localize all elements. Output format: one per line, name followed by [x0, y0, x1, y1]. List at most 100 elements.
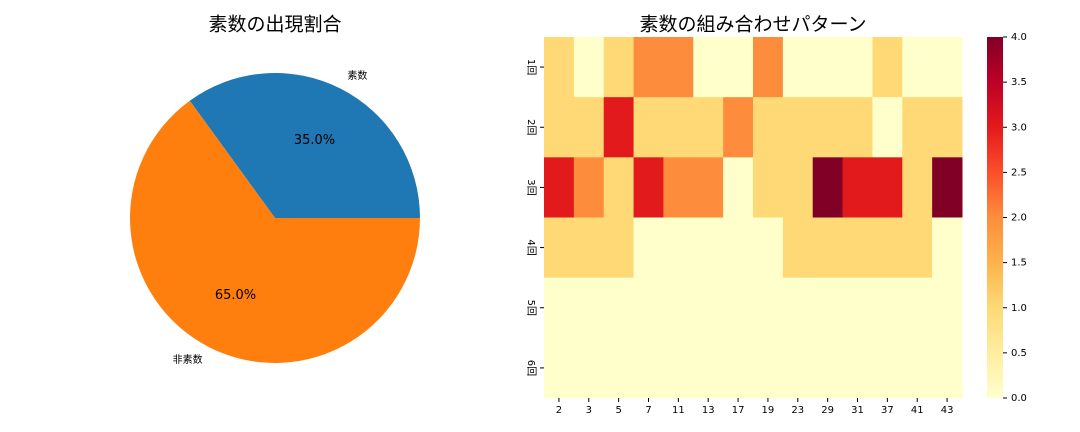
x-tick-label: 19	[762, 405, 775, 416]
heat-cell	[544, 97, 575, 158]
heat-cell	[932, 157, 963, 218]
heat-cell	[812, 97, 844, 158]
x-tick-label: 41	[911, 405, 924, 416]
heat-cell	[872, 217, 903, 279]
heat-cell	[753, 217, 784, 279]
heat-cell	[782, 37, 814, 98]
heat-cell	[753, 337, 784, 399]
heat-cell	[782, 217, 814, 279]
slice-label: 非素数	[173, 353, 203, 366]
heat-cell	[663, 37, 694, 98]
heat-cell	[633, 337, 664, 399]
slice-label: 素数	[347, 69, 367, 82]
heat-cell	[544, 37, 575, 98]
heat-cell	[932, 217, 963, 279]
x-tick-label: 37	[881, 405, 894, 416]
heat-cell	[902, 277, 933, 339]
heat-cell	[842, 277, 873, 339]
heat-cell	[902, 97, 933, 158]
y-tick-label: 3回	[525, 179, 537, 195]
x-tick-label: 17	[732, 405, 745, 416]
y-tick-label: 6回	[525, 360, 537, 376]
heat-cell	[753, 157, 784, 218]
colorbar-tick-label: 2.0	[1011, 213, 1027, 224]
heat-cell	[633, 97, 664, 158]
heat-cell	[753, 277, 784, 339]
x-tick-label: 3	[586, 405, 592, 416]
x-tick-label: 13	[702, 405, 715, 416]
heat-cell	[544, 157, 575, 218]
pie-slice	[129, 100, 421, 364]
heat-cell	[723, 157, 754, 218]
heat-cell	[723, 217, 754, 279]
colorbar-tick-label: 3.5	[1011, 77, 1027, 88]
heat-cell	[573, 157, 605, 218]
x-tick-label: 23	[791, 405, 804, 416]
colorbar	[987, 37, 1003, 398]
colorbar-tick-label: 2.5	[1011, 167, 1027, 178]
heat-cell	[842, 337, 873, 399]
x-tick-label: 7	[645, 405, 651, 416]
heat-cell	[663, 97, 694, 158]
heat-cell	[573, 37, 605, 98]
heat-cell	[603, 37, 635, 98]
heat-cell	[693, 337, 724, 399]
colorbar-tick-label: 1.5	[1011, 258, 1027, 269]
heat-cell	[544, 217, 575, 279]
heat-cell	[663, 217, 694, 279]
heat-cell	[753, 97, 784, 158]
heat-cell	[842, 157, 873, 218]
heat-cell	[693, 277, 724, 339]
heat-cell	[723, 337, 754, 399]
heat-cell	[633, 277, 664, 339]
heat-cell	[872, 337, 903, 399]
x-tick-label: 29	[821, 405, 834, 416]
heat-cell	[872, 277, 903, 339]
colorbar-tick-label: 3.0	[1011, 122, 1027, 133]
colorbar-tick-label: 0.0	[1011, 393, 1027, 404]
heat-cell	[663, 277, 694, 339]
heat-cell	[932, 277, 963, 339]
colorbar-tick-label: 0.5	[1011, 348, 1027, 359]
heat-cell	[782, 157, 814, 218]
heat-cell	[603, 337, 635, 399]
colorbar-tick-label: 1.0	[1011, 303, 1027, 314]
x-tick-label: 11	[672, 405, 685, 416]
heat-cell	[902, 337, 933, 399]
x-tick-label: 5	[615, 405, 621, 416]
heat-cell	[544, 277, 575, 339]
heat-cell	[842, 37, 873, 98]
x-tick-label: 43	[941, 405, 954, 416]
heat-cell	[812, 217, 844, 279]
heat-cell	[932, 97, 963, 158]
heat-cell	[693, 37, 724, 98]
heat-cell	[932, 37, 963, 98]
heat-cell	[603, 157, 635, 218]
heat-cell	[812, 277, 844, 339]
slice-pct: 65.0%	[215, 288, 256, 303]
heat-cell	[782, 97, 814, 158]
heat-cell	[842, 97, 873, 158]
heat-cell	[723, 37, 754, 98]
heat-cell	[693, 157, 724, 218]
heat-cell	[603, 217, 635, 279]
heat-cell	[633, 157, 664, 218]
y-tick-label: 5回	[525, 300, 537, 316]
heat-cell	[573, 217, 605, 279]
heat-cell	[663, 157, 694, 218]
heat-cell	[693, 217, 724, 279]
heat-cell	[932, 337, 963, 399]
heat-cell	[633, 217, 664, 279]
heat-cell	[663, 337, 694, 399]
heat-cell	[872, 37, 903, 98]
heat-cell	[573, 97, 605, 158]
heatmap-title: 素数の組み合わせパターン	[639, 14, 866, 36]
heat-cell	[573, 277, 605, 339]
heat-cell	[573, 337, 605, 399]
slice-pct: 35.0%	[294, 133, 335, 148]
y-tick-label: 2回	[525, 119, 537, 135]
heat-cell	[782, 337, 814, 399]
heat-cell	[902, 157, 933, 218]
x-tick-label: 2	[556, 405, 562, 416]
